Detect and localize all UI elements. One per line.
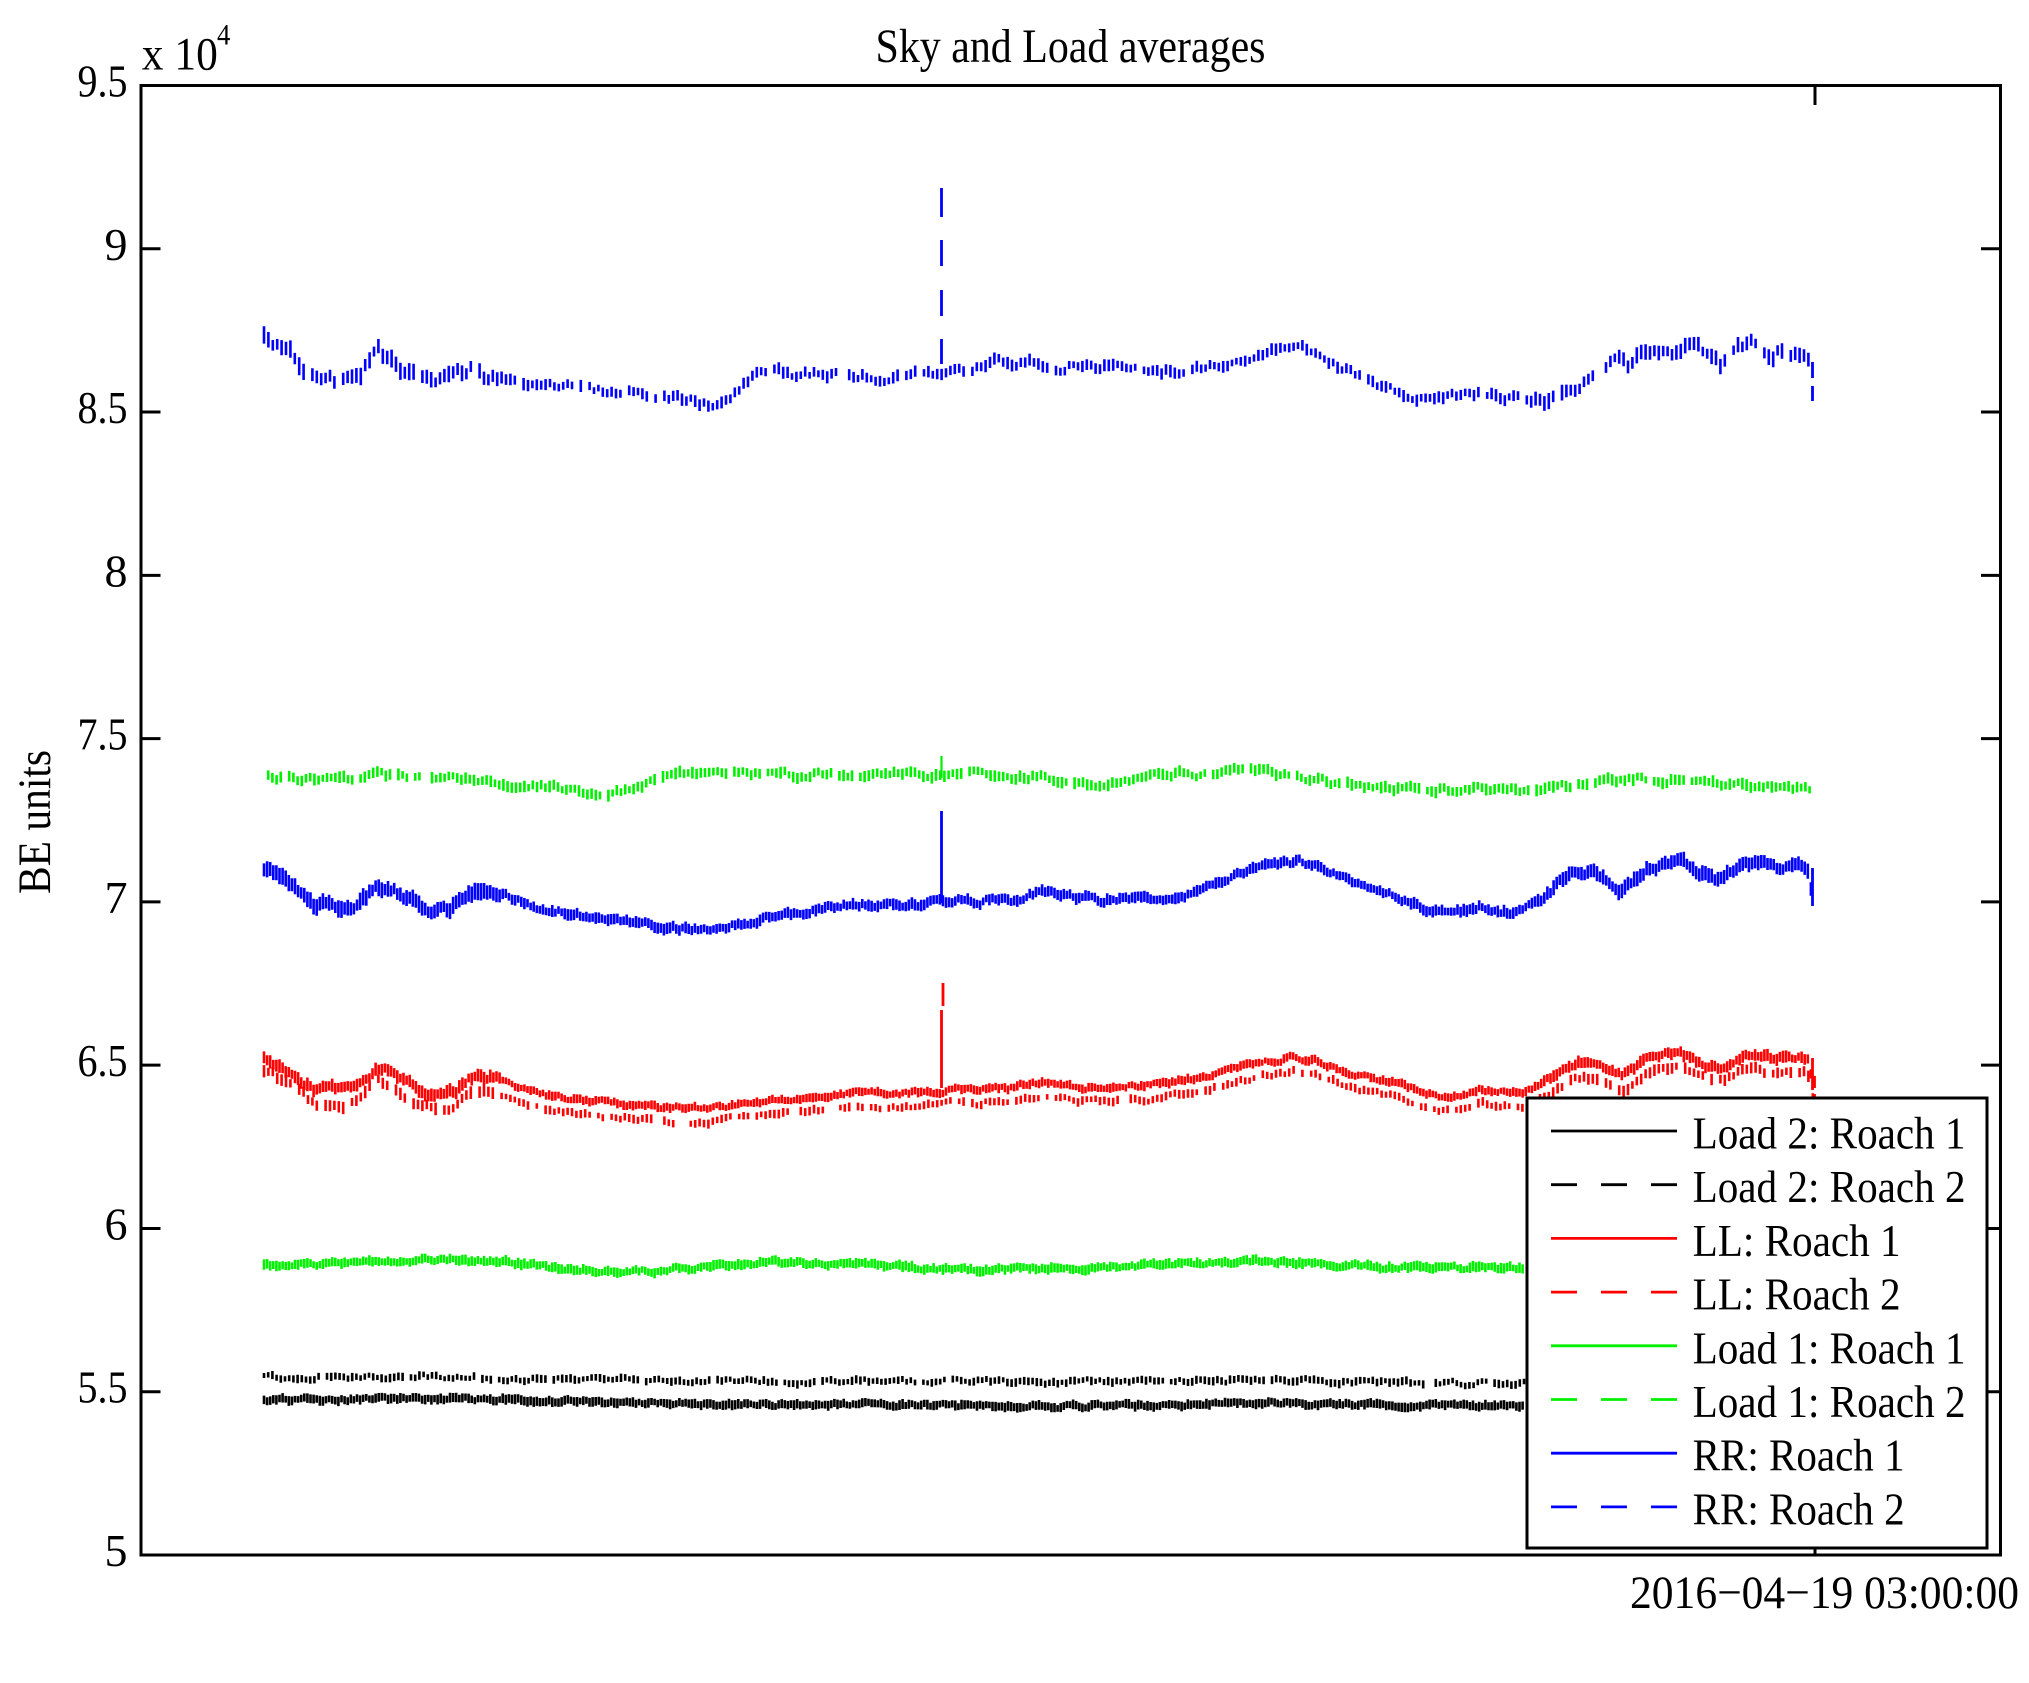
svg-text:9.5: 9.5 bbox=[78, 56, 128, 107]
svg-text:9: 9 bbox=[105, 219, 128, 270]
svg-text:Load 2: Roach 2: Load 2: Roach 2 bbox=[1693, 1161, 1966, 1212]
svg-text:7: 7 bbox=[105, 872, 128, 923]
svg-text:7.5: 7.5 bbox=[78, 709, 128, 760]
svg-text:BE units: BE units bbox=[9, 750, 61, 894]
svg-text:2016−04−19 03:00:00: 2016−04−19 03:00:00 bbox=[1630, 1567, 2019, 1619]
svg-text:6: 6 bbox=[105, 1198, 128, 1249]
svg-text:LL: Roach 1: LL: Roach 1 bbox=[1693, 1215, 1901, 1266]
svg-text:LL: Roach 2: LL: Roach 2 bbox=[1693, 1269, 1901, 1320]
svg-text:8: 8 bbox=[105, 545, 128, 596]
svg-text:RR: Roach 1: RR: Roach 1 bbox=[1693, 1430, 1905, 1481]
svg-text:RR: Roach 2: RR: Roach 2 bbox=[1693, 1483, 1905, 1534]
svg-text:x 10: x 10 bbox=[142, 29, 218, 81]
svg-text:Load 1: Roach 2: Load 1: Roach 2 bbox=[1693, 1376, 1966, 1427]
svg-text:8.5: 8.5 bbox=[78, 382, 128, 433]
svg-text:6.5: 6.5 bbox=[78, 1035, 128, 1086]
svg-text:Load 2: Roach 1: Load 2: Roach 1 bbox=[1693, 1108, 1966, 1159]
svg-text:5: 5 bbox=[105, 1525, 128, 1576]
svg-text:4: 4 bbox=[217, 19, 230, 52]
svg-text:5.5: 5.5 bbox=[78, 1362, 128, 1413]
svg-text:Load 1: Roach 1: Load 1: Roach 1 bbox=[1693, 1322, 1966, 1373]
svg-text:Sky and Load averages: Sky and Load averages bbox=[876, 20, 1266, 73]
